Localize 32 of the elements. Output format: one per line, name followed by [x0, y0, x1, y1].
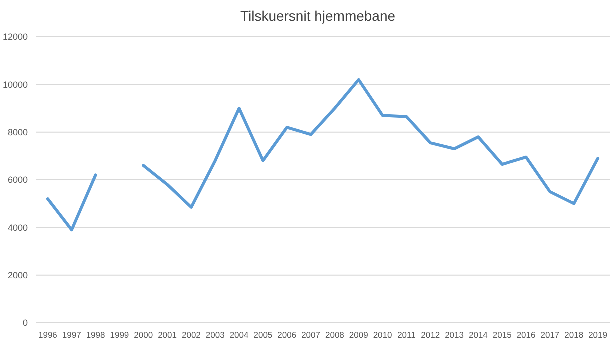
x-tick-label: 2008	[325, 330, 345, 340]
x-tick-label: 2006	[278, 330, 297, 340]
x-tick-label: 2000	[134, 330, 154, 340]
x-tick-label: 2013	[445, 330, 464, 340]
x-tick-label: 2015	[492, 330, 512, 340]
x-tick-label: 2011	[398, 330, 416, 340]
x-tick-label: 1999	[110, 330, 130, 340]
x-tick-label: 2005	[254, 330, 273, 340]
x-tick-label: 1996	[38, 330, 58, 340]
x-tick-label: 2012	[421, 330, 440, 340]
y-tick-label: 12000	[2, 32, 28, 42]
x-tick-label: 2014	[468, 330, 488, 340]
x-tick-label: 1997	[62, 330, 82, 340]
x-tick-label: 2004	[230, 330, 250, 340]
x-tick-label: 2019	[588, 330, 608, 340]
y-tick-label: 0	[22, 318, 28, 328]
x-tick-label: 2010	[373, 330, 393, 340]
chart-title: Tilskuersnit hjemmebane	[240, 8, 396, 24]
x-tick-label: 2007	[302, 330, 321, 340]
x-tick-label: 2017	[540, 330, 560, 340]
x-tick-label: 2016	[516, 330, 536, 340]
y-tick-label: 2000	[8, 270, 28, 280]
x-tick-label: 2001	[158, 330, 178, 340]
y-tick-label: 4000	[8, 222, 28, 233]
y-tick-label: 8000	[8, 127, 28, 138]
x-tick-label: 2002	[182, 330, 202, 340]
x-tick-label: 1998	[86, 330, 106, 340]
y-tick-label: 10000	[2, 80, 28, 90]
y-tick-label: 6000	[8, 175, 28, 186]
x-tick-label: 2018	[564, 330, 584, 340]
x-tick-label: 2009	[349, 330, 369, 340]
x-tick-label: 2003	[206, 330, 226, 340]
